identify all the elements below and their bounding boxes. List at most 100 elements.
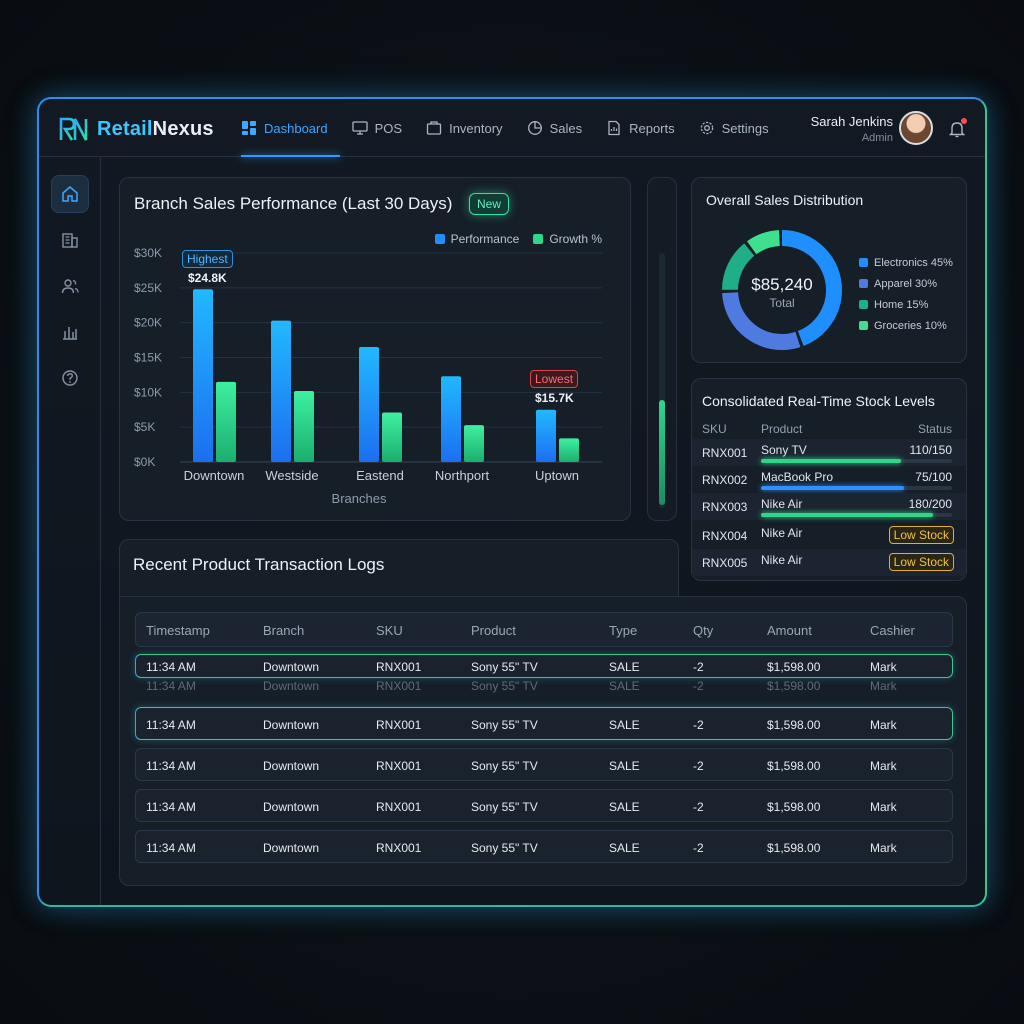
bar-performance-uptown[interactable] (536, 409, 556, 462)
table-row[interactable]: 11:34 AM Downtown RNX001 Sony 55" TV SALE -2 $… (135, 789, 953, 822)
table-cell: SALE (609, 679, 640, 693)
table-cell: SALE (609, 718, 640, 732)
x-tick-label: Northport (435, 468, 490, 483)
table-cell: Mark (870, 800, 897, 814)
nav-reports[interactable]: Reports (606, 99, 687, 157)
table-cell: Sony 55" TV (471, 718, 538, 732)
table-cell: RNX001 (376, 759, 422, 773)
logs-table-header: Timestamp Branch SKU Product Type Qty Am… (135, 612, 953, 647)
x-tick-label: Eastend (356, 468, 404, 483)
col-product[interactable]: Product (471, 623, 516, 638)
gear-icon (700, 121, 713, 135)
col-amount[interactable]: Amount (767, 623, 812, 638)
col-type[interactable]: Type (609, 623, 638, 638)
legend-electronics[interactable]: Electronics 45% (859, 252, 953, 273)
grid-icon (242, 121, 256, 135)
table-cell: $1,598.00 (767, 759, 821, 773)
x-tick-label: Uptown (535, 468, 579, 483)
avatar[interactable] (899, 111, 933, 145)
y-tick-label: $20K (134, 316, 162, 330)
chart-legend: Performance Growth % (434, 232, 602, 246)
stock-row[interactable]: RNX004 Nike Air Low Stock (692, 522, 966, 549)
bar-growth-eastend[interactable] (382, 412, 402, 462)
table-cell: -2 (693, 679, 704, 693)
bar-performance-downtown[interactable] (193, 289, 213, 462)
x-tick-label: Westside (265, 468, 318, 483)
donut-total-label: Total (769, 296, 795, 310)
donut-segment-apparel[interactable] (722, 230, 842, 350)
chart-scrollbar[interactable] (647, 177, 677, 521)
stock-row[interactable]: RNX005 Nike Air Low Stock (692, 549, 966, 576)
col-qty[interactable]: Qty (693, 623, 714, 638)
user-info[interactable]: Sarah Jenkins Admin (811, 114, 893, 144)
table-cell: Sony 55" TV (471, 759, 538, 773)
y-tick-label: $5K (134, 420, 155, 434)
stock-row[interactable]: RNX002 MacBook Pro 75/100 (692, 466, 966, 493)
bar-growth-westside[interactable] (294, 390, 314, 462)
legend-apparel[interactable]: Apparel 30% (859, 273, 953, 294)
table-cell: Downtown (263, 841, 320, 855)
sidebar-item-users[interactable] (51, 267, 89, 305)
stock-row[interactable]: RNX001 Sony TV 110/150 (692, 439, 966, 466)
stock-level-bar (761, 486, 952, 490)
donut-legend: Electronics 45% Apparel 30% Home 15% Gro… (859, 252, 953, 336)
y-tick-label: $10K (134, 385, 162, 399)
low-stock-badge: Low Stock (888, 553, 954, 571)
donut-segment-electronics[interactable] (722, 230, 842, 350)
bar-performance-westside[interactable] (271, 320, 291, 462)
stock-row[interactable]: RNX003 Nike Air 180/200 (692, 493, 966, 520)
table-cell: 11:34 AM (146, 800, 196, 814)
table-cell: Downtown (263, 679, 320, 693)
stock-sku: RNX005 (702, 556, 748, 570)
table-row[interactable]: 11:34 AM Downtown RNX001 Sony 55" TV SALE -2 $… (135, 707, 953, 740)
chart-title: Branch Sales Performance (Last 30 Days) (134, 194, 453, 213)
legend-home[interactable]: Home 15% (859, 294, 953, 315)
table-cell: $1,598.00 (767, 718, 821, 732)
stock-header-status: Status (917, 422, 952, 436)
scrollbar-thumb[interactable] (659, 400, 665, 505)
sidebar-item-help[interactable] (51, 359, 89, 397)
table-cell: Mark (870, 718, 897, 732)
transaction-logs-card: Timestamp Branch SKU Product Type Qty Am… (119, 596, 967, 886)
nav-inventory[interactable]: Inventory (426, 99, 514, 157)
col-cashier[interactable]: Cashier (870, 623, 915, 638)
table-cell: $1,598.00 (767, 660, 821, 674)
table-row[interactable]: 11:34 AM Downtown RNX001 Sony 55" TV SALE -2 $… (135, 748, 953, 781)
bar-growth-uptown[interactable] (559, 438, 579, 462)
col-branch[interactable]: Branch (263, 623, 305, 638)
nav-pos[interactable]: POS (351, 99, 414, 157)
y-tick-label: $25K (134, 281, 162, 295)
bar-performance-eastend[interactable] (359, 347, 379, 462)
highest-value: $24.8K (188, 271, 227, 285)
user-role: Admin (861, 132, 893, 144)
low-stock-badge: Low Stock (888, 526, 954, 544)
table-cell: -2 (693, 718, 704, 732)
table-cell: Sony 55" TV (471, 660, 538, 674)
table-row[interactable]: 11:34 AM Downtown RNX001 Sony 55" TV SALE -2 $… (135, 654, 953, 678)
bar-growth-northport[interactable] (464, 425, 484, 462)
bar-chart: $0K $5K $10K $15K $20K $25K $30K Downtown Westsi… (134, 246, 602, 506)
logs-title: Recent Product Transaction Logs (133, 555, 385, 574)
nav-sales[interactable]: Sales (527, 99, 595, 157)
legend-performance[interactable]: Performance (434, 232, 519, 246)
stock-product: Sony TV (761, 443, 807, 457)
table-cell: RNX001 (376, 800, 422, 814)
nav-label: Dashboard (264, 120, 328, 136)
sidebar-item-home[interactable] (51, 175, 89, 213)
bar-performance-northport[interactable] (441, 376, 461, 462)
nav-settings[interactable]: Settings (699, 99, 781, 157)
brand[interactable]: RetailNexus (59, 115, 214, 143)
table-row[interactable]: 11:34 AM Downtown RNX001 Sony 55" TV SALE -2 $… (135, 830, 953, 863)
col-timestamp[interactable]: Timestamp (146, 623, 210, 638)
legend-growth[interactable]: Growth % (533, 232, 602, 246)
nav-dashboard[interactable]: Dashboard (241, 99, 340, 157)
bar-growth-downtown[interactable] (216, 381, 236, 462)
table-cell: 11:34 AM (146, 841, 196, 855)
table-row[interactable]: 11:34 AM Downtown RNX001 Sony 55" TV SALE -2 $… (135, 676, 953, 696)
sidebar-item-branches[interactable] (51, 221, 89, 259)
table-cell: -2 (693, 800, 704, 814)
sidebar-item-analytics[interactable] (51, 313, 89, 351)
bell-icon[interactable] (947, 119, 967, 139)
legend-groceries[interactable]: Groceries 10% (859, 315, 953, 336)
col-sku[interactable]: SKU (376, 623, 403, 638)
